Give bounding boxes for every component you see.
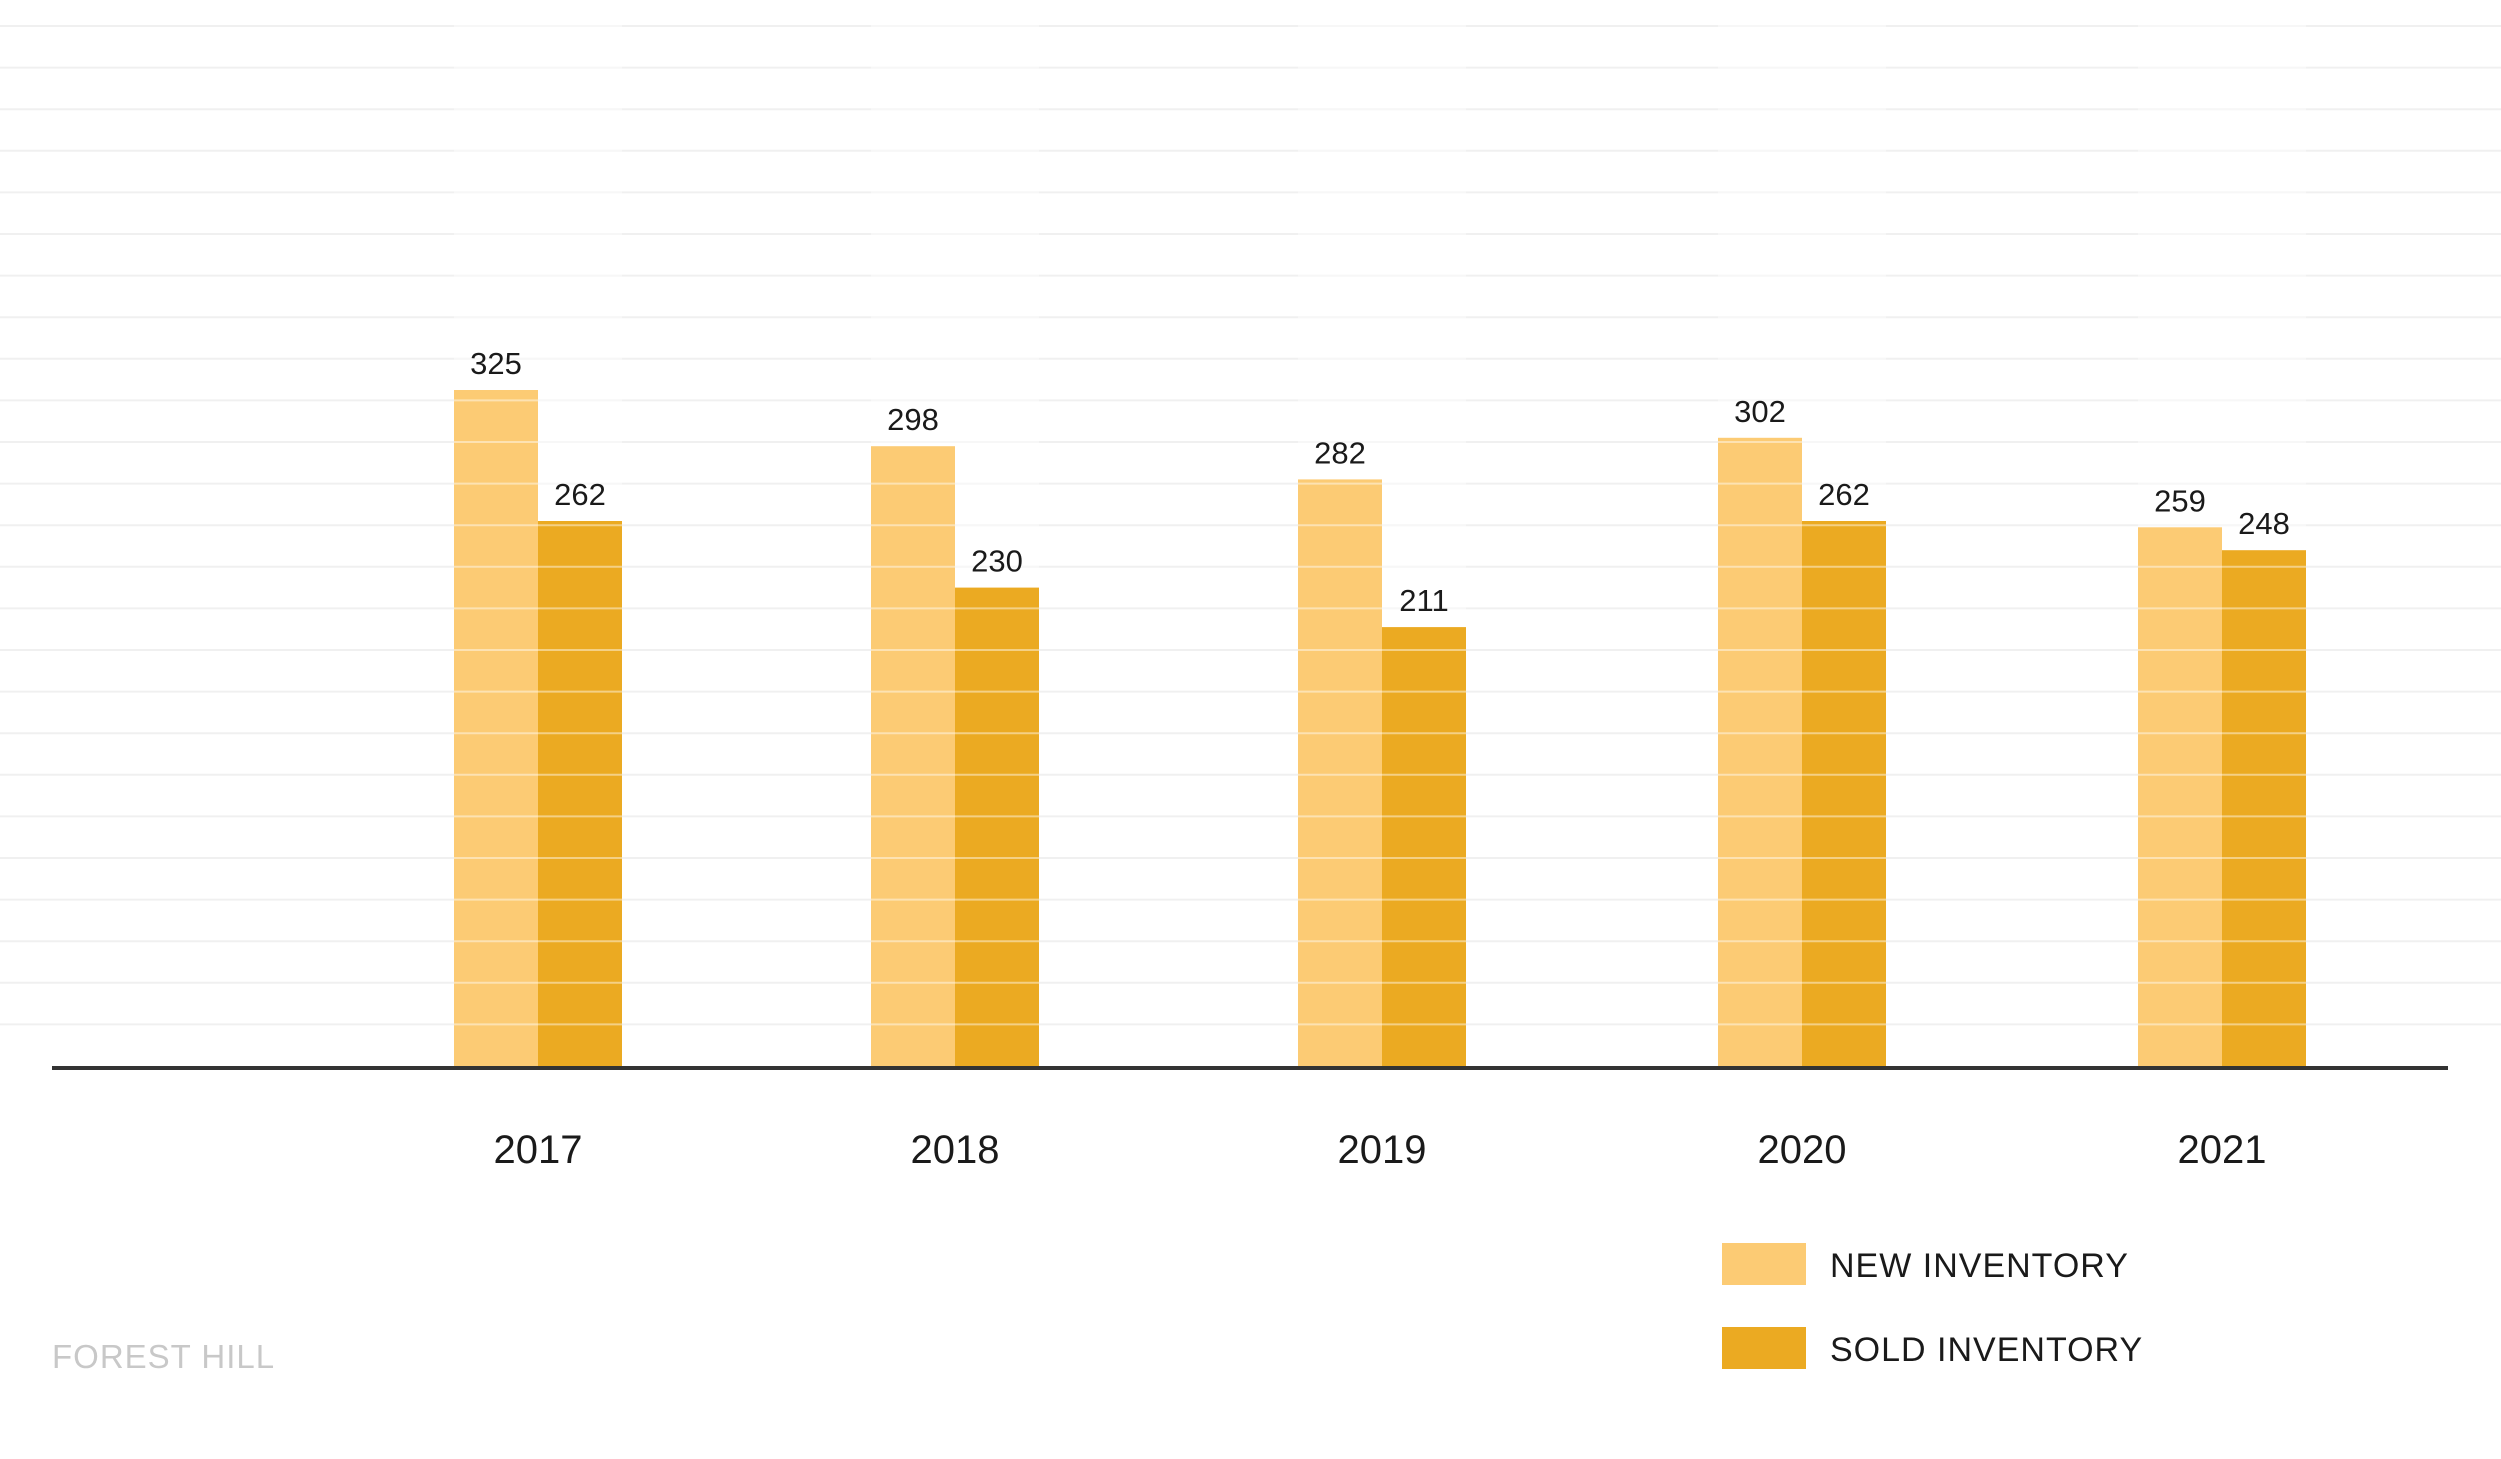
bar-new-2018 <box>871 446 955 1066</box>
x-tick-label-2021: 2021 <box>2178 1128 2267 1172</box>
x-tick-label-2017: 2017 <box>494 1128 583 1172</box>
bar-new-2017 <box>454 390 538 1066</box>
value-labels: 325 262 298 230 282 211 302 262 259 248 <box>470 346 2290 618</box>
legend: NEW INVENTORY SOLD INVENTORY <box>1722 1243 2222 1373</box>
gridlines <box>0 25 2501 1026</box>
value-label-new-2020: 302 <box>1734 394 1786 429</box>
value-label-new-2019: 282 <box>1314 435 1366 470</box>
legend-label-sold-inventory: SOLD INVENTORY <box>1830 1331 2144 1369</box>
value-label-new-2021: 259 <box>2154 483 2206 518</box>
bar-sold-2018 <box>955 587 1039 1066</box>
x-tick-label-2018: 2018 <box>911 1128 1000 1172</box>
value-label-sold-2018: 230 <box>971 544 1023 579</box>
legend-label-new-inventory: NEW INVENTORY <box>1830 1247 2129 1285</box>
bar-sold-2021 <box>2222 550 2306 1066</box>
x-tick-label-2019: 2019 <box>1338 1128 1427 1172</box>
legend-item-new-inventory: NEW INVENTORY <box>1722 1243 2222 1285</box>
legend-item-sold-inventory: SOLD INVENTORY <box>1722 1327 2222 1369</box>
value-label-sold-2017: 262 <box>554 477 606 512</box>
value-label-sold-2021: 248 <box>2238 506 2290 541</box>
bar-grid-overlay <box>454 25 2306 1026</box>
value-label-sold-2020: 262 <box>1818 477 1870 512</box>
bar-new-2020 <box>1718 437 1802 1066</box>
bar-sold-2020 <box>1802 521 1886 1066</box>
bar-new-2019 <box>1298 479 1382 1066</box>
bar-sold-2017 <box>538 521 622 1066</box>
bar-sold-2019 <box>1382 627 1466 1066</box>
x-tick-label-2020: 2020 <box>1758 1128 1847 1172</box>
legend-swatch-sold-inventory <box>1722 1327 1806 1369</box>
value-label-sold-2019: 211 <box>1399 583 1448 618</box>
x-tick-labels: 2017 2018 2019 2020 2021 <box>494 1128 2267 1172</box>
value-label-new-2018: 298 <box>887 402 939 437</box>
region-label: FOREST HILL <box>52 1338 276 1375</box>
value-label-new-2017: 325 <box>470 346 522 381</box>
legend-swatch-new-inventory <box>1722 1243 1806 1285</box>
bars <box>454 25 2306 1066</box>
bar-new-2021 <box>2138 527 2222 1066</box>
